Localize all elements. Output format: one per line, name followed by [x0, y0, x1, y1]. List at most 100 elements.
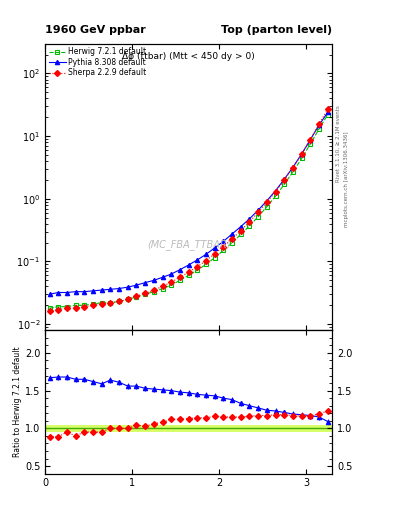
Text: Rivet 3.1.10, ≥ 2.1M events: Rivet 3.1.10, ≥ 2.1M events: [336, 105, 341, 182]
Sherpa 2.2.9 default: [56, 307, 61, 313]
Pythia 8.308 default: [99, 287, 104, 293]
Herwig 7.2.1 default: [264, 204, 269, 210]
Pythia 8.308 default: [143, 280, 147, 286]
Text: 1960 GeV ppbar: 1960 GeV ppbar: [45, 25, 146, 35]
Pythia 8.308 default: [195, 257, 200, 263]
Herwig 7.2.1 default: [56, 304, 61, 310]
Y-axis label: Ratio to Herwig 7.2.1 default: Ratio to Herwig 7.2.1 default: [13, 347, 22, 457]
Sherpa 2.2.9 default: [178, 274, 182, 281]
Pythia 8.308 default: [125, 284, 130, 290]
Pythia 8.308 default: [273, 187, 278, 194]
Herwig 7.2.1 default: [73, 302, 78, 308]
Herwig 7.2.1 default: [47, 305, 52, 311]
Sherpa 2.2.9 default: [108, 300, 113, 306]
Herwig 7.2.1 default: [282, 181, 286, 187]
Line: Pythia 8.308 default: Pythia 8.308 default: [48, 110, 330, 296]
Herwig 7.2.1 default: [152, 289, 156, 295]
Herwig 7.2.1 default: [134, 294, 139, 300]
Pythia 8.308 default: [91, 288, 95, 294]
Text: mcplots.cern.ch [arXiv:1306.3436]: mcplots.cern.ch [arXiv:1306.3436]: [344, 132, 349, 227]
Text: Δϕ (t̄tbar) (Mtt < 450 dy > 0): Δϕ (t̄tbar) (Mtt < 450 dy > 0): [122, 52, 255, 61]
Herwig 7.2.1 default: [325, 112, 330, 118]
Sherpa 2.2.9 default: [82, 304, 87, 310]
Herwig 7.2.1 default: [125, 296, 130, 302]
Pythia 8.308 default: [282, 176, 286, 182]
Herwig 7.2.1 default: [299, 155, 304, 161]
Pythia 8.308 default: [160, 274, 165, 281]
Sherpa 2.2.9 default: [256, 209, 261, 216]
Herwig 7.2.1 default: [186, 272, 191, 279]
Sherpa 2.2.9 default: [204, 258, 208, 264]
Herwig 7.2.1 default: [160, 286, 165, 292]
Herwig 7.2.1 default: [91, 301, 95, 307]
Pythia 8.308 default: [73, 289, 78, 295]
Sherpa 2.2.9 default: [195, 264, 200, 270]
Line: Herwig 7.2.1 default: Herwig 7.2.1 default: [48, 113, 330, 310]
Herwig 7.2.1 default: [247, 223, 252, 229]
Pythia 8.308 default: [152, 278, 156, 284]
Sherpa 2.2.9 default: [290, 164, 295, 170]
Pythia 8.308 default: [264, 198, 269, 204]
Pythia 8.308 default: [256, 207, 261, 213]
Pythia 8.308 default: [178, 267, 182, 273]
Sherpa 2.2.9 default: [186, 269, 191, 275]
Sherpa 2.2.9 default: [247, 219, 252, 225]
Pythia 8.308 default: [230, 231, 235, 237]
Herwig 7.2.1 default: [169, 282, 174, 288]
Legend: Herwig 7.2.1 default, Pythia 8.308 default, Sherpa 2.2.9 default: Herwig 7.2.1 default, Pythia 8.308 defau…: [48, 46, 148, 79]
Pythia 8.308 default: [204, 251, 208, 258]
Herwig 7.2.1 default: [82, 302, 87, 308]
Herwig 7.2.1 default: [212, 254, 217, 261]
Pythia 8.308 default: [308, 137, 313, 143]
Herwig 7.2.1 default: [64, 304, 69, 310]
Sherpa 2.2.9 default: [264, 199, 269, 205]
Herwig 7.2.1 default: [117, 298, 121, 305]
Pythia 8.308 default: [56, 289, 61, 295]
Sherpa 2.2.9 default: [73, 305, 78, 311]
Pythia 8.308 default: [117, 286, 121, 292]
Pythia 8.308 default: [290, 164, 295, 170]
Bar: [45, 424, 332, 432]
Pythia 8.308 default: [47, 291, 52, 297]
Pythia 8.308 default: [239, 224, 243, 230]
Line: Sherpa 2.2.9 default: Sherpa 2.2.9 default: [48, 107, 330, 313]
Herwig 7.2.1 default: [108, 300, 113, 306]
Herwig 7.2.1 default: [221, 247, 226, 253]
Sherpa 2.2.9 default: [212, 251, 217, 257]
Sherpa 2.2.9 default: [282, 177, 286, 183]
Herwig 7.2.1 default: [143, 291, 147, 297]
Sherpa 2.2.9 default: [299, 152, 304, 158]
Sherpa 2.2.9 default: [169, 279, 174, 285]
Herwig 7.2.1 default: [239, 231, 243, 238]
Herwig 7.2.1 default: [195, 267, 200, 273]
Sherpa 2.2.9 default: [91, 302, 95, 308]
Sherpa 2.2.9 default: [221, 244, 226, 250]
Pythia 8.308 default: [64, 289, 69, 295]
Text: (MC_FBA_TTBAR): (MC_FBA_TTBAR): [147, 239, 230, 250]
Pythia 8.308 default: [325, 109, 330, 115]
Herwig 7.2.1 default: [273, 193, 278, 199]
Sherpa 2.2.9 default: [99, 301, 104, 307]
Pythia 8.308 default: [169, 271, 174, 277]
Pythia 8.308 default: [247, 216, 252, 222]
Herwig 7.2.1 default: [290, 168, 295, 175]
Herwig 7.2.1 default: [204, 261, 208, 267]
Herwig 7.2.1 default: [178, 278, 182, 284]
Pythia 8.308 default: [317, 122, 321, 128]
Sherpa 2.2.9 default: [117, 298, 121, 305]
Pythia 8.308 default: [134, 282, 139, 288]
Sherpa 2.2.9 default: [125, 296, 130, 302]
Sherpa 2.2.9 default: [317, 121, 321, 127]
Sherpa 2.2.9 default: [273, 188, 278, 195]
Sherpa 2.2.9 default: [230, 236, 235, 242]
Sherpa 2.2.9 default: [239, 228, 243, 234]
Pythia 8.308 default: [221, 238, 226, 244]
Pythia 8.308 default: [82, 289, 87, 295]
Herwig 7.2.1 default: [317, 126, 321, 132]
Pythia 8.308 default: [299, 151, 304, 157]
Sherpa 2.2.9 default: [152, 287, 156, 293]
Sherpa 2.2.9 default: [308, 137, 313, 143]
Sherpa 2.2.9 default: [134, 293, 139, 299]
Herwig 7.2.1 default: [230, 240, 235, 246]
Pythia 8.308 default: [108, 286, 113, 292]
